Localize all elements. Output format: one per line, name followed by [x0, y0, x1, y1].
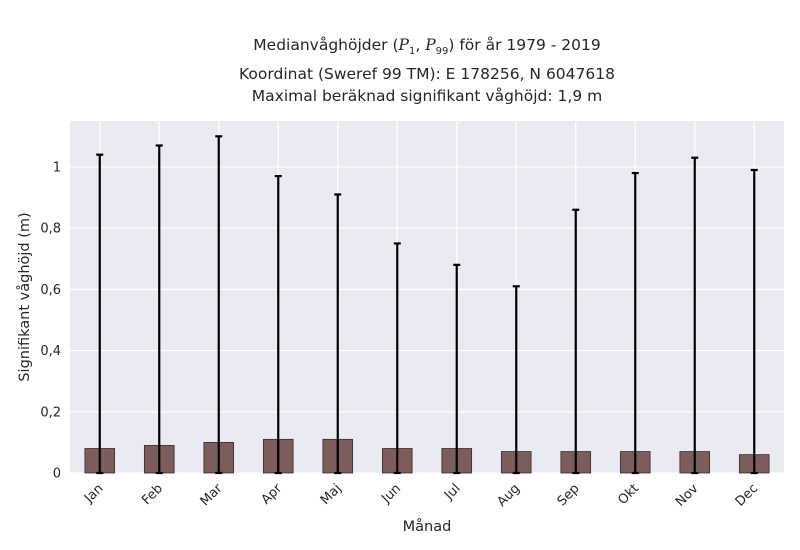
- x-tick-label: Apr: [259, 481, 286, 508]
- y-axis-label: Signifikant våghöjd (m): [16, 212, 33, 381]
- title-p-low-var: P: [398, 36, 409, 54]
- chart-title-line-2: Koordinat (Sweref 99 TM): E 178256, N 60…: [239, 65, 615, 84]
- title-p-low-sub: 1: [408, 46, 416, 58]
- title-p-high-sub: 99: [435, 46, 449, 58]
- error-bars: [96, 135, 758, 475]
- x-tick-label: Dec: [733, 481, 761, 509]
- x-tick-label: Maj: [318, 481, 345, 508]
- y-tick-label: 0: [53, 467, 61, 482]
- x-tick-label: Jan: [81, 481, 106, 506]
- x-tick-label: Nov: [673, 481, 702, 510]
- chart-title-line-1: Medianvåghöjder (P1, P99) för år 1979 - …: [70, 34, 784, 63]
- y-axis-ticks: 0 0,2 0,4 0,6 0,8 1: [40, 160, 61, 481]
- y-tick-label: 1: [53, 160, 61, 175]
- title-prefix: Medianvåghöjder (: [253, 36, 399, 54]
- y-tick-label: 0,6: [40, 283, 61, 298]
- x-tick-label: Okt: [615, 481, 642, 508]
- x-axis-label: Månad: [403, 518, 452, 535]
- title-p-high-var: P: [425, 36, 436, 54]
- x-tick-label: Jul: [441, 481, 463, 503]
- plot-area: [70, 121, 784, 473]
- title-suffix: ) för år 1979 - 2019: [448, 36, 601, 54]
- chart-title-line-3: Maximal beräknad signifikant våghöjd: 1,…: [251, 87, 603, 106]
- y-tick-label: 0,2: [40, 405, 61, 420]
- x-tick-label: Feb: [139, 481, 166, 508]
- chart-title: Medianvåghöjder (P1, P99) för år 1979 - …: [70, 34, 784, 107]
- x-tick-label: Sep: [555, 481, 583, 509]
- x-tick-label: Aug: [495, 481, 524, 510]
- x-axis-ticks: Jan Feb Mar Apr Maj Jun Jul Aug Sep Okt Nov Dec: [81, 481, 761, 510]
- x-tick-label: Jun: [378, 481, 404, 507]
- y-tick-label: 0,8: [40, 222, 61, 237]
- y-tick-label: 0,4: [40, 344, 61, 359]
- x-tick-label: Mar: [198, 481, 226, 509]
- title-sep: ,: [415, 36, 426, 54]
